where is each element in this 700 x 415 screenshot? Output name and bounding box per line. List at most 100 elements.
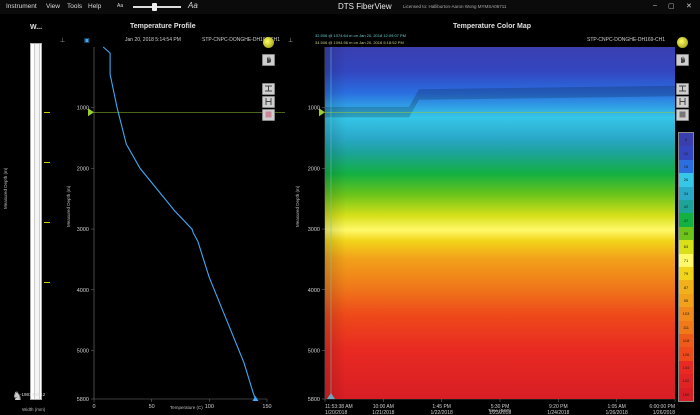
zoom-slider-track[interactable]: [133, 6, 181, 8]
legend-swatch: 10: [679, 146, 693, 160]
menu-instrument[interactable]: Instrument: [6, 3, 37, 10]
cm-time-tick-label: 11:53:38 AM: [325, 404, 353, 410]
color-map-time-handle[interactable]: [327, 393, 335, 399]
color-scale-legend[interactable]: 8 10 18 26 34 42 47 55 63 71 79 87 95 103 111 118 126 134…: [678, 132, 694, 402]
legend-value: 87: [683, 284, 689, 290]
well-tool-icon[interactable]: ♞: [12, 389, 23, 403]
cm-time-tick-label: 9:20 PM: [549, 404, 568, 410]
legend-value: 95: [683, 297, 689, 303]
legend-value: 150: [682, 391, 690, 397]
temp-profile-toolbar: [262, 37, 276, 147]
legend-value: 126: [682, 351, 690, 357]
zoom-fit-horizontal-icon[interactable]: [262, 96, 275, 108]
well-width-value: -19813.9812: [20, 392, 46, 397]
well-xlabel: Width (mm): [22, 407, 46, 412]
cm-date-tick-label: 1/20/2018: [325, 410, 347, 415]
legend-value: 47: [683, 217, 689, 223]
cm-settings-icon[interactable]: [676, 109, 689, 121]
legend-value: 134: [682, 364, 690, 370]
legend-swatch: 71: [679, 253, 693, 267]
color-map-pin-icon[interactable]: ⊥: [288, 38, 294, 44]
color-map-toolbar: [676, 37, 690, 127]
legend-value: 18: [683, 163, 689, 169]
cm-y-tick-label: 5800: [308, 397, 320, 403]
menu-help[interactable]: Help: [88, 3, 102, 10]
cm-y-tick-label: 1000: [308, 106, 320, 112]
legend-value: 55: [683, 230, 689, 236]
legend-swatch: 87: [679, 280, 693, 294]
cm-time-tick-label: 1:45 PM: [432, 404, 451, 410]
zoom-fit-vertical-icon[interactable]: [262, 83, 275, 95]
temp-profile-title: Temperature Profile: [130, 23, 196, 30]
legend-swatch: 63: [679, 240, 693, 254]
cm-time-tick-label: 5:30 PM: [491, 404, 510, 410]
cm-pan-hand-icon[interactable]: [676, 54, 689, 66]
cm-zoom-fit-horizontal-icon[interactable]: [676, 96, 689, 108]
color-map-depth-handle[interactable]: [319, 108, 325, 117]
menu-bar: Instrument View Tools Help Aa Aa DTS Fib…: [0, 0, 700, 14]
legend-swatch: 134: [679, 360, 693, 375]
yellow-status-icon[interactable]: [263, 37, 274, 48]
well-ylabel: Measured Depth (m): [3, 167, 8, 209]
y-tick-label: 1000: [77, 106, 89, 112]
cm-date-tick-label: 1/24/2018: [547, 410, 569, 415]
legend-swatch: 126: [679, 347, 693, 361]
legend-swatch: 34: [679, 186, 693, 200]
license-text: Licensed to: Halliburton-Aaron Wong MYMS…: [403, 4, 507, 9]
legend-swatch: 18: [679, 159, 693, 174]
legend-value: 103: [682, 311, 690, 317]
zoom-slider-thumb[interactable]: [152, 3, 157, 11]
cm-date-tick-label: 1/23/2018: [489, 410, 511, 415]
x-tick-label: 50: [149, 404, 155, 410]
legend-swatch: 47: [679, 213, 693, 227]
cm-y-tick-label: 3000: [308, 227, 320, 233]
legend-value: 142: [682, 378, 690, 384]
pin-icon[interactable]: ⊥: [60, 38, 66, 44]
legend-value: 34: [683, 190, 689, 196]
cursor2-readout: 34.506 @ 1094.96 m on Jan 20, 2018 5:18:…: [315, 40, 404, 45]
temp-profile-xlabel: Temperature (C): [170, 405, 203, 410]
menu-tools[interactable]: Tools: [67, 3, 83, 10]
color-map-title: Temperature Color Map: [453, 23, 532, 30]
legend-swatch: 55: [679, 226, 693, 241]
legend-swatch: 142: [679, 374, 693, 388]
legend-value: 8: [684, 137, 688, 143]
maximize-button[interactable]: ▢: [668, 3, 675, 10]
legend-value: 111: [682, 324, 690, 330]
cm-date-tick-label: 1/22/2018: [431, 410, 453, 415]
depth-cursor-handle[interactable]: [88, 108, 94, 117]
cm-zoom-fit-vertical-icon[interactable]: [676, 83, 689, 95]
legend-value: 118: [682, 338, 690, 344]
color-map-well-name: STP-CNPC-DONGHE-DH169-CH1: [587, 37, 666, 43]
cursor1-readout: 32.506 @ 1074.64 m on Jan 20, 2018 12:09…: [315, 33, 407, 38]
minimize-button[interactable]: –: [653, 2, 657, 9]
legend-swatch: 111: [679, 320, 693, 334]
cm-y-tick-label: 5000: [308, 348, 320, 354]
well-panel: W... Measured Depth (m) ♞ -19813.9812 Wi…: [0, 17, 50, 415]
close-button[interactable]: ✕: [686, 3, 692, 10]
cm-y-tick-label: 2000: [308, 166, 320, 172]
cm-time-tick-label: 10:00 AM: [373, 404, 394, 410]
menu-view[interactable]: View: [46, 3, 60, 10]
cm-date-tick-label: 1/21/2018: [372, 410, 394, 415]
legend-value: 71: [683, 257, 689, 263]
legend-swatch: 8: [679, 133, 693, 147]
legend-value: 79: [683, 271, 689, 277]
temp-cursor-handle[interactable]: [252, 396, 259, 401]
cm-time-tick-label: 1:05 AM: [607, 404, 625, 410]
x-tick-label: 100: [205, 404, 214, 410]
y-tick-label: 2000: [77, 166, 89, 172]
color-map-chart[interactable]: 1000 2000 3000 4000 5000 5800 11:53:38 AM1/20/…: [285, 17, 700, 415]
well-schematic[interactable]: [30, 43, 42, 400]
temp-profile-series-line: [102, 46, 257, 400]
temp-profile-well-name: STP-CNPC-DONGHE-DH169-CH1: [202, 37, 281, 43]
zoom-small-label: Aa: [117, 3, 124, 9]
y-tick-label: 3000: [77, 227, 89, 233]
y-tick-label: 5800: [77, 397, 89, 403]
legend-value: 26: [683, 177, 689, 183]
pan-hand-icon[interactable]: [262, 54, 275, 66]
cm-yellow-status-icon[interactable]: [677, 37, 688, 48]
temp-profile-chart[interactable]: 0 50 100 150 1000 2000 3000 4000 5000 5800: [50, 17, 285, 415]
snapshot-icon[interactable]: [262, 109, 275, 121]
legend-swatch: 42: [679, 200, 693, 214]
